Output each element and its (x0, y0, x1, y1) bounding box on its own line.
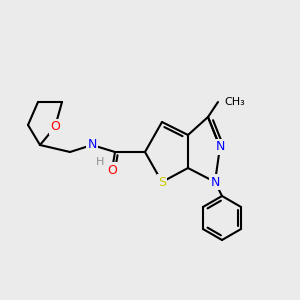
Text: CH₃: CH₃ (224, 97, 245, 107)
Text: H: H (96, 157, 104, 167)
Text: N: N (210, 176, 220, 188)
Text: S: S (158, 176, 166, 188)
Text: O: O (107, 164, 117, 176)
Text: N: N (87, 139, 97, 152)
Text: N: N (215, 140, 225, 154)
Text: O: O (50, 121, 60, 134)
